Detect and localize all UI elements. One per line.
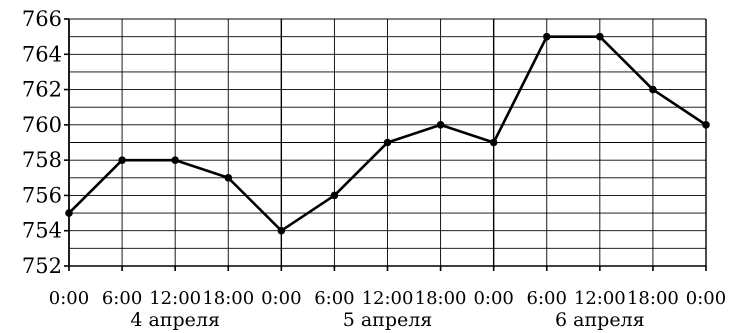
data-point	[171, 156, 179, 164]
y-tick-label: 758	[22, 148, 62, 172]
axes	[64, 18, 707, 271]
data-point	[542, 32, 551, 41]
series	[65, 32, 710, 235]
data-point	[436, 121, 445, 129]
x-tick-label: 0:00	[261, 288, 301, 309]
x-tick-label: 0:00	[686, 288, 726, 309]
x-tick-label: 12:00	[574, 288, 626, 309]
x-tick-label: 18:00	[627, 288, 679, 309]
x-tick-label: 6:00	[102, 288, 142, 309]
y-tick-label: 754	[22, 219, 62, 243]
x-tick-label: 6:00	[314, 288, 354, 309]
y-tick-label: 760	[22, 113, 62, 137]
x-tick-label: 0:00	[473, 288, 513, 309]
day-label: 5 апреля	[343, 309, 433, 331]
day-labels: 4 апреля 5 апреля 6 апреля	[130, 309, 644, 331]
data-point	[649, 85, 657, 94]
x-tick-label: 12:00	[362, 288, 414, 309]
data-point	[489, 138, 498, 147]
data-point	[224, 173, 233, 182]
y-tick-labels: 752 754 756 758 760 762 764 766	[22, 7, 62, 278]
y-tick-label: 762	[22, 78, 62, 102]
data-point	[383, 138, 392, 147]
y-tick-label: 766	[22, 7, 62, 31]
x-tick-label: 18:00	[415, 288, 467, 309]
x-tick-label: 0:00	[49, 288, 89, 309]
data-point	[277, 226, 286, 235]
day-label: 6 апреля	[555, 309, 645, 331]
x-tick-labels: 0:00 6:00 12:00 18:00 0:00 6:00 12:00 18:00 0:00…	[49, 288, 726, 309]
y-tick-label: 756	[22, 183, 62, 207]
day-label: 4 апреля	[130, 309, 220, 331]
x-tick-label: 18:00	[202, 288, 254, 309]
data-point	[118, 156, 126, 164]
data-point	[596, 32, 604, 41]
y-tick-label: 752	[22, 254, 62, 278]
x-tick-label: 12:00	[149, 288, 201, 309]
data-point	[330, 191, 339, 200]
x-tick-label: 6:00	[527, 288, 567, 309]
data-point	[702, 121, 710, 129]
data-point	[65, 209, 73, 217]
y-tick-label: 764	[22, 42, 62, 66]
